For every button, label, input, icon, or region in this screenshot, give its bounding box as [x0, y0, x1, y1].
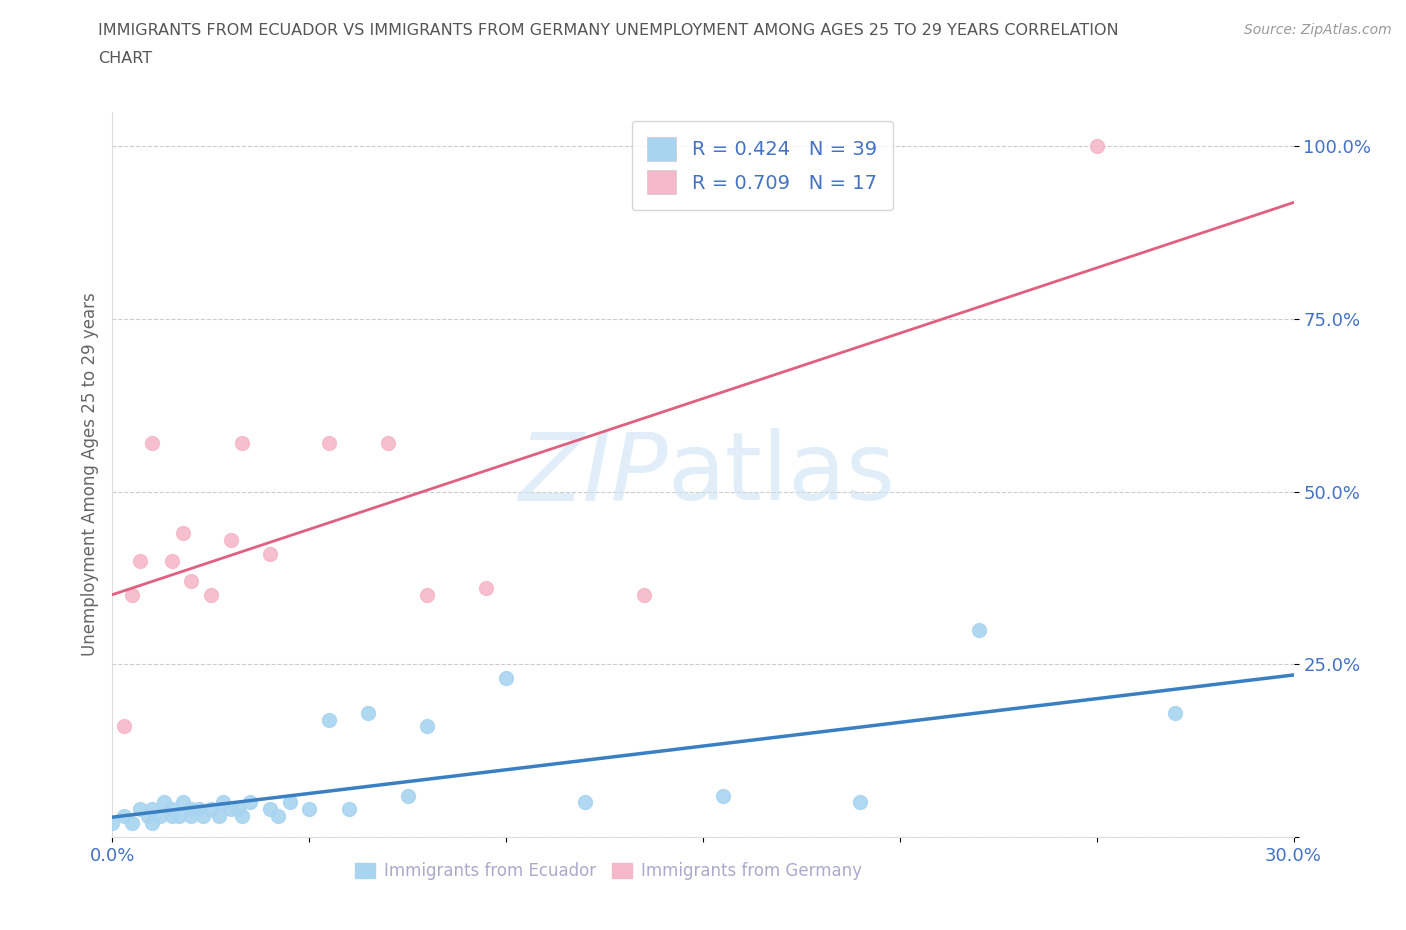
Point — [172, 525, 194, 540]
Point — [129, 553, 152, 568]
Point — [191, 809, 214, 824]
Legend: Immigrants from Ecuador, Immigrants from Germany: Immigrants from Ecuador, Immigrants from… — [349, 856, 869, 886]
Point — [357, 705, 380, 720]
Point — [267, 809, 290, 824]
Point — [200, 802, 222, 817]
Point — [172, 795, 194, 810]
Point — [231, 809, 253, 824]
Text: ZIP: ZIP — [517, 429, 668, 520]
Point — [475, 581, 498, 596]
Text: Source: ZipAtlas.com: Source: ZipAtlas.com — [1244, 23, 1392, 37]
Point — [160, 802, 183, 817]
Point — [298, 802, 321, 817]
Point — [377, 436, 399, 451]
Point — [129, 802, 152, 817]
Point — [112, 809, 135, 824]
Point — [259, 802, 281, 817]
Point — [278, 795, 301, 810]
Point — [136, 809, 159, 824]
Point — [112, 719, 135, 734]
Point — [211, 795, 233, 810]
Y-axis label: Unemployment Among Ages 25 to 29 years: Unemployment Among Ages 25 to 29 years — [80, 292, 98, 657]
Text: CHART: CHART — [98, 51, 152, 66]
Point — [141, 816, 163, 830]
Point — [188, 802, 211, 817]
Text: IMMIGRANTS FROM ECUADOR VS IMMIGRANTS FROM GERMANY UNEMPLOYMENT AMONG AGES 25 TO: IMMIGRANTS FROM ECUADOR VS IMMIGRANTS FR… — [98, 23, 1119, 38]
Point — [228, 802, 250, 817]
Point — [219, 802, 242, 817]
Point — [160, 809, 183, 824]
Point — [711, 788, 734, 803]
Point — [180, 809, 202, 824]
Point — [396, 788, 419, 803]
Point — [495, 671, 517, 685]
Point — [231, 436, 253, 451]
Point — [318, 436, 340, 451]
Point — [169, 809, 191, 824]
Point — [149, 809, 172, 824]
Point — [101, 816, 124, 830]
Point — [200, 588, 222, 603]
Point — [416, 719, 439, 734]
Point — [574, 795, 596, 810]
Text: atlas: atlas — [668, 429, 896, 520]
Point — [967, 622, 990, 637]
Point — [1085, 139, 1108, 153]
Point — [121, 588, 143, 603]
Point — [633, 588, 655, 603]
Point — [219, 533, 242, 548]
Point — [208, 809, 231, 824]
Point — [141, 802, 163, 817]
Point — [239, 795, 262, 810]
Point — [318, 712, 340, 727]
Point — [416, 588, 439, 603]
Point — [160, 553, 183, 568]
Point — [337, 802, 360, 817]
Point — [141, 436, 163, 451]
Point — [152, 795, 174, 810]
Point — [180, 574, 202, 589]
Point — [180, 802, 202, 817]
Point — [259, 546, 281, 561]
Point — [1164, 705, 1187, 720]
Point — [121, 816, 143, 830]
Point — [849, 795, 872, 810]
